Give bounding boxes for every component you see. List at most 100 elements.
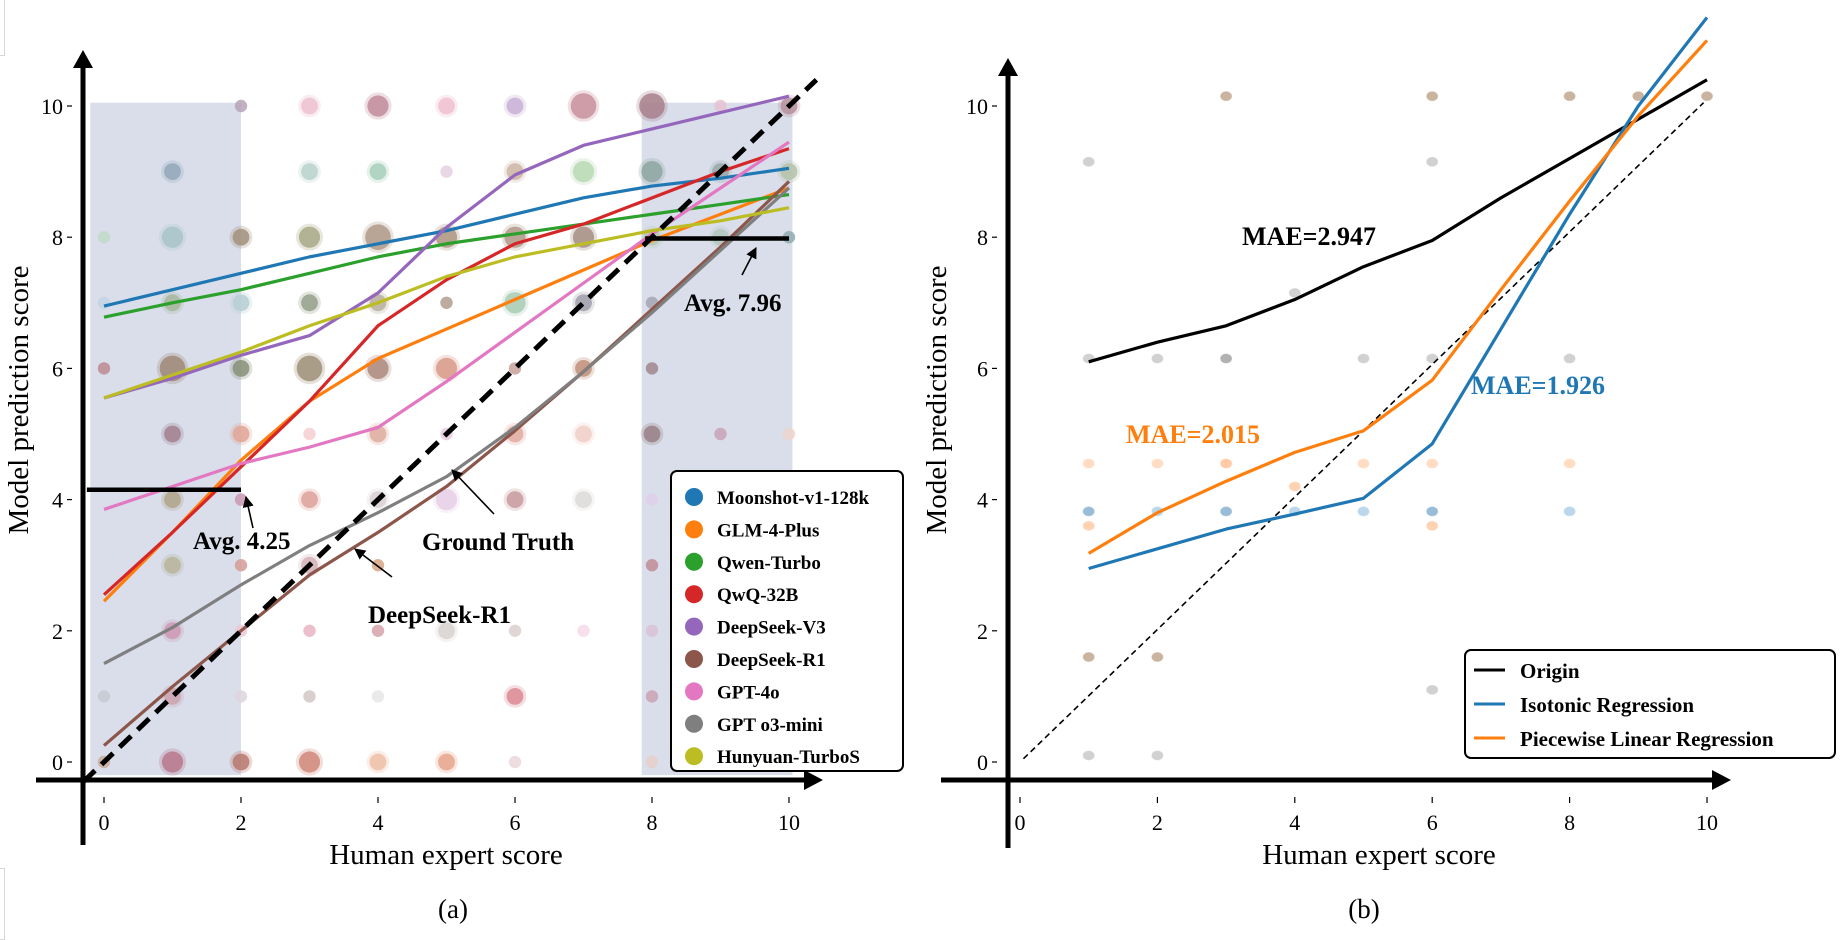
scatter-point bbox=[1220, 506, 1233, 517]
avg-high-label: Avg. 7.96 bbox=[684, 290, 781, 317]
legend-label: DeepSeek-R1 bbox=[717, 650, 826, 671]
legend: Origin Isotonic Regression Piecewise Linea… bbox=[1464, 649, 1836, 759]
y-tick-label: 0 bbox=[977, 750, 988, 775]
scatter-point bbox=[296, 355, 323, 382]
y-tick-label: 6 bbox=[52, 356, 63, 381]
legend: Moonshot-v1-128k GLM-4-Plus Qwen-Turbo QwQ-… bbox=[670, 470, 904, 772]
y-tick-label: 6 bbox=[977, 356, 988, 381]
scatter-point bbox=[780, 163, 798, 181]
series-line-moonshot-v1-128k bbox=[103, 166, 790, 308]
y-axis-arrow-icon bbox=[998, 58, 1018, 76]
legend-marker bbox=[685, 552, 703, 571]
y-axis-arrow-icon bbox=[73, 50, 93, 68]
scatter-point bbox=[1357, 506, 1370, 517]
scatter-point bbox=[1082, 652, 1095, 663]
avg-low-arrow bbox=[242, 495, 254, 529]
scatter-point bbox=[575, 425, 592, 443]
scatter-point bbox=[1220, 353, 1233, 364]
panel-b: 0 2 4 6 8 10 0 2 4 6 8 10 MAE=2.947 MAE=2.015 MAE=1… bbox=[921, 16, 1836, 924]
scatter-point bbox=[438, 753, 455, 771]
scatter-point bbox=[164, 556, 181, 574]
series-line-deepseek-v3 bbox=[103, 94, 790, 400]
scatter-point bbox=[371, 690, 385, 703]
mae-piecewise-label: MAE=2.015 bbox=[1126, 420, 1260, 449]
scatter-point bbox=[1151, 458, 1164, 469]
x-axis-label: Human expert score bbox=[1262, 839, 1496, 871]
series-line-origin bbox=[1088, 78, 1708, 364]
scatter-point bbox=[570, 93, 597, 119]
y-tick-label: 10 bbox=[41, 94, 63, 119]
scatter-point bbox=[298, 751, 321, 773]
scatter-point bbox=[1151, 353, 1164, 364]
legend-label: GPT o3-mini bbox=[717, 715, 823, 736]
scatter-point bbox=[506, 97, 524, 115]
scatter-point bbox=[639, 93, 665, 119]
y-tick-label: 10 bbox=[966, 94, 988, 119]
scatter-point bbox=[645, 690, 659, 703]
panel-caption: (b) bbox=[1348, 894, 1379, 924]
scatter-point bbox=[301, 491, 318, 508]
legend-label: Piecewise Linear Regression bbox=[1520, 727, 1774, 751]
scatter-point bbox=[714, 99, 727, 113]
average-lines bbox=[86, 236, 789, 493]
legend-label: Moonshot-v1-128k bbox=[717, 488, 869, 509]
scatter-point bbox=[234, 559, 248, 572]
x-axis-arrow-icon bbox=[1712, 770, 1731, 790]
scatter-point bbox=[371, 624, 385, 637]
x-tick-label: 4 bbox=[1289, 810, 1300, 835]
deepseek-r1-label: DeepSeek-R1 bbox=[368, 602, 511, 629]
scatter-point bbox=[369, 753, 387, 771]
scatter-point bbox=[164, 425, 181, 443]
legend-marker bbox=[685, 488, 703, 506]
series-line-glm-4-plus bbox=[102, 186, 790, 603]
scatter-point bbox=[440, 165, 453, 178]
mae-isotonic-label: MAE=1.926 bbox=[1471, 371, 1605, 400]
y-tick-label: 2 bbox=[52, 619, 63, 644]
scatter-point bbox=[232, 360, 250, 377]
x-tick-label: 6 bbox=[510, 810, 521, 835]
axis-ticks: 0 2 4 6 8 10 0 2 4 6 8 10 bbox=[966, 94, 1718, 835]
scatter-point bbox=[1426, 520, 1439, 531]
panel-caption: (a) bbox=[438, 894, 468, 924]
x-tick-label: 2 bbox=[236, 810, 247, 835]
scatter-point bbox=[1701, 91, 1713, 102]
scatter-point bbox=[161, 226, 184, 248]
scatter-point bbox=[1220, 458, 1233, 469]
legend-marker bbox=[685, 585, 703, 604]
scatter-point bbox=[1082, 520, 1095, 531]
scatter-point bbox=[161, 751, 184, 773]
ground-truth-line bbox=[81, 77, 819, 784]
scatter-point bbox=[303, 690, 316, 703]
scatter-point bbox=[234, 99, 248, 113]
legend-label: QwQ-32B bbox=[717, 585, 799, 606]
y-tick-label: 4 bbox=[977, 488, 988, 513]
x-tick-label: 6 bbox=[1427, 810, 1438, 835]
x-axis-arrow-icon bbox=[804, 770, 823, 790]
x-tick-label: 4 bbox=[373, 810, 384, 835]
scatter-point bbox=[508, 624, 522, 637]
scatter-point bbox=[575, 360, 592, 377]
scatter-point bbox=[97, 231, 111, 244]
scatter-point bbox=[234, 493, 248, 506]
scatter-point bbox=[1082, 750, 1095, 761]
scatter-point bbox=[301, 294, 318, 312]
x-tick-label: 10 bbox=[778, 810, 800, 835]
scatter-point bbox=[1082, 156, 1095, 167]
legend-marker bbox=[685, 747, 703, 766]
scatter-point bbox=[438, 622, 455, 640]
scatter-point bbox=[303, 427, 316, 441]
scatter-point bbox=[572, 161, 595, 183]
scatter-point bbox=[97, 690, 111, 703]
scatter-point bbox=[1082, 458, 1095, 469]
scatter-point bbox=[1563, 353, 1576, 364]
scatter-point bbox=[782, 427, 796, 441]
scatter-point bbox=[577, 624, 590, 637]
x-tick-label: 0 bbox=[1015, 810, 1026, 835]
scatter-point bbox=[435, 489, 458, 511]
scatter-point bbox=[645, 624, 659, 637]
scatter-point bbox=[645, 755, 659, 769]
series-line-isotonic-regression bbox=[1088, 16, 1709, 571]
scatter-point bbox=[506, 688, 524, 705]
scatter-point bbox=[301, 97, 318, 115]
